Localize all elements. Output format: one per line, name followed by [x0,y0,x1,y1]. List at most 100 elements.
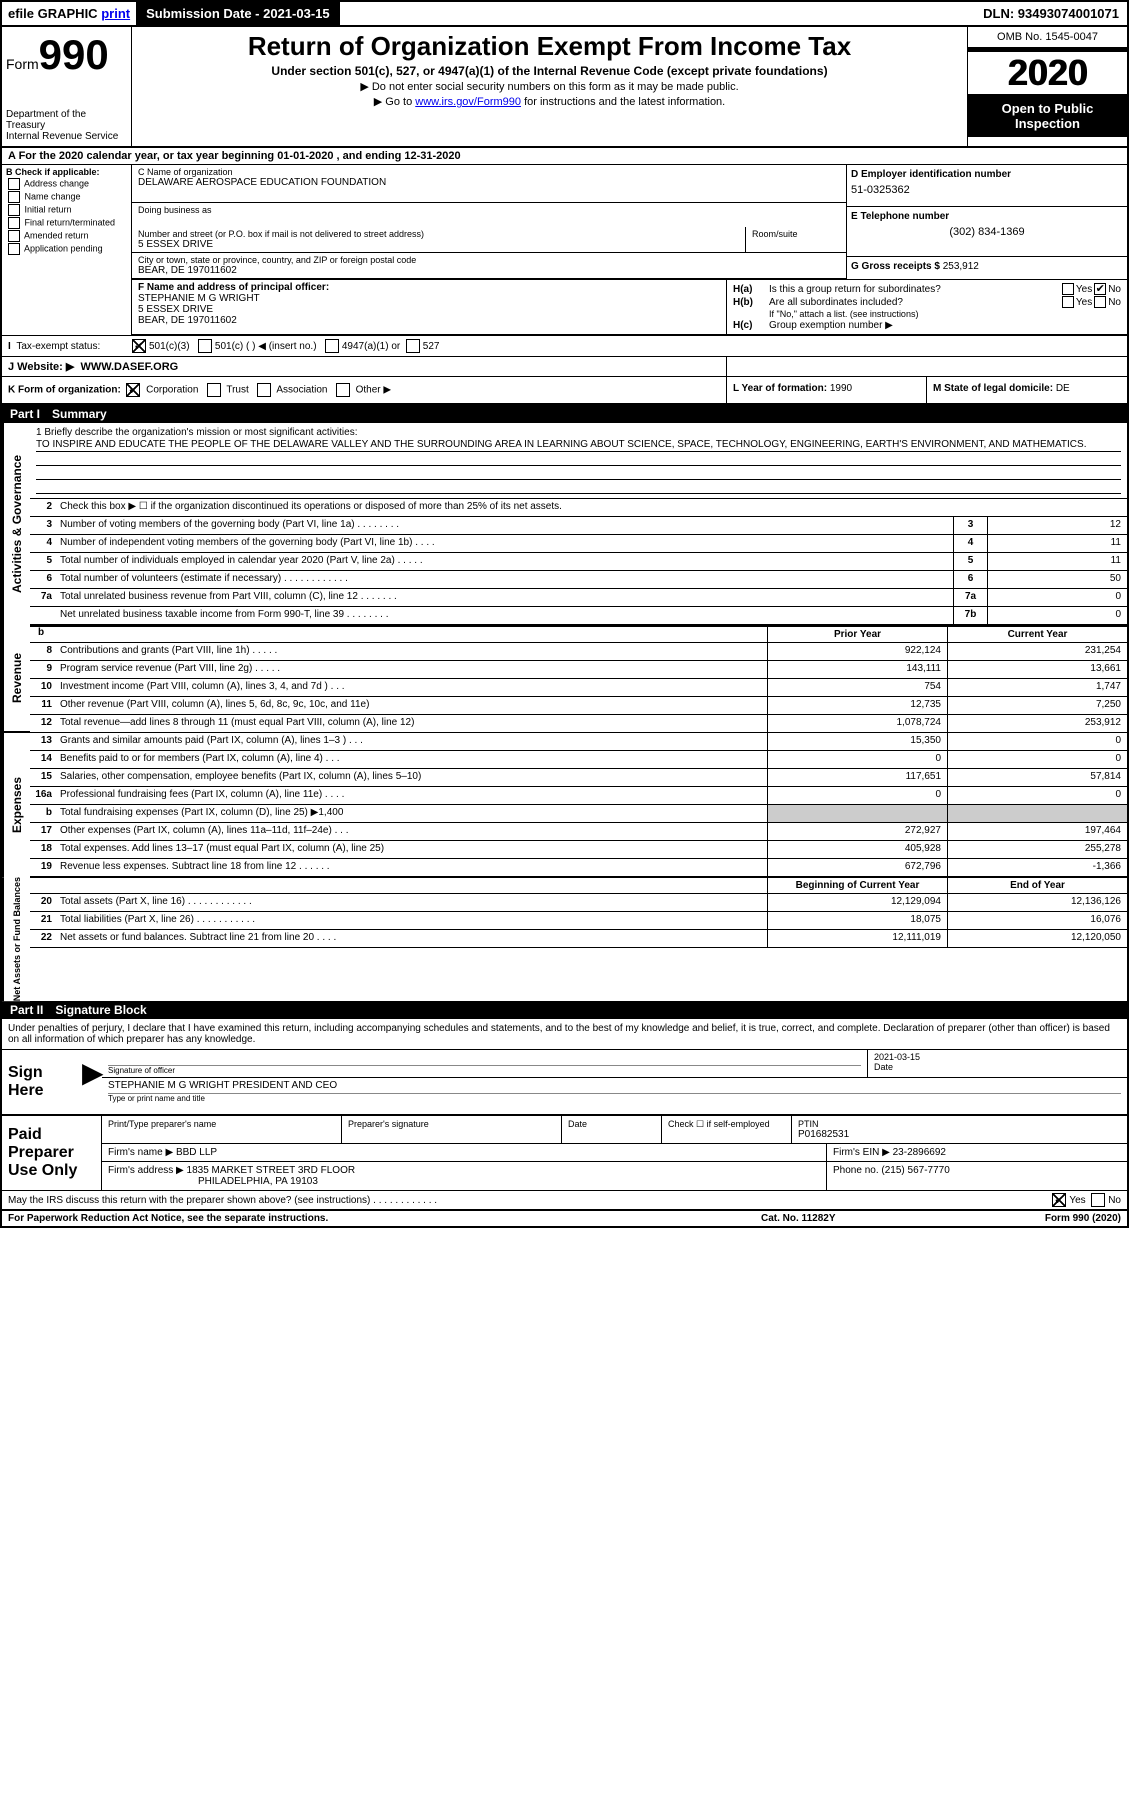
hb-yes[interactable] [1062,296,1074,308]
org-name-box: C Name of organization DELAWARE AEROSPAC… [132,165,846,203]
line-num: 7a [30,589,56,606]
cb-name-change[interactable]: Name change [6,191,127,203]
cb-initial[interactable]: Initial return [6,204,127,216]
line-text: Benefits paid to or for members (Part IX… [56,751,767,768]
line-num: 10 [30,679,56,696]
city-label: City or town, state or province, country… [138,255,840,265]
hb-question: Are all subordinates included? [769,297,1060,308]
discuss-no[interactable] [1091,1193,1105,1207]
cb-amended[interactable]: Amended return [6,230,127,242]
cb-pending[interactable]: Application pending [6,243,127,255]
gov-line: Net unrelated business taxable income fr… [30,607,1127,625]
ein-label: D Employer identification number [851,169,1123,180]
cb-4947[interactable] [325,339,339,353]
line2-text: Check this box ▶ ☐ if the organization d… [56,499,1127,516]
prior-val [767,805,947,822]
cb-corp[interactable] [126,383,140,397]
phone-value: (302) 834-1369 [851,226,1123,238]
line-val: 11 [987,535,1127,552]
ptin-value: P01682531 [798,1129,1121,1140]
officer-addr2: BEAR, DE 197011602 [138,315,237,326]
info-grid: B Check if applicable: Address change Na… [2,165,1127,336]
state-domicile: DE [1056,383,1070,394]
sig-date-label: Date [874,1062,1121,1072]
line-box: 4 [953,535,987,552]
line-text: Number of voting members of the governin… [56,517,953,534]
part1-header: Part I Summary [2,405,1127,423]
na-rows: Beginning of Current Year End of Year 20… [30,877,1127,1001]
line-val: 50 [987,571,1127,588]
cb-trust[interactable] [207,383,221,397]
line-num: 16a [30,787,56,804]
klm-row: K Form of organization: Corporation Trus… [2,377,1127,405]
prior-val: 672,796 [767,859,947,876]
line-text: Total assets (Part X, line 16) . . . . .… [56,894,767,911]
address-row: Number and street (or P.O. box if mail i… [132,227,846,253]
prior-val: 0 [767,751,947,768]
footer-left: For Paperwork Reduction Act Notice, see … [8,1213,761,1224]
line-num: 6 [30,571,56,588]
tax-status-row: I Tax-exempt status: 501(c)(3) 501(c) ( … [2,336,1127,357]
data-line: 17 Other expenses (Part IX, column (A), … [30,823,1127,841]
ha-yes[interactable] [1062,283,1074,295]
sig-date-field: 2021-03-15 Date [867,1050,1127,1077]
current-val: 0 [947,733,1127,750]
line-text: Number of independent voting members of … [56,535,953,552]
line-num: 19 [30,859,56,876]
print-link[interactable]: print [101,6,130,21]
line-text: Total revenue—add lines 8 through 11 (mu… [56,715,767,732]
cb-assoc[interactable] [257,383,271,397]
cb-final[interactable]: Final return/terminated [6,217,127,229]
line-num: 9 [30,661,56,678]
mission-text: TO INSPIRE AND EDUCATE THE PEOPLE OF THE… [36,438,1121,452]
footer-center: Cat. No. 11282Y [761,1213,961,1224]
dept-treasury: Department of the Treasury [6,109,127,131]
section-m: M State of legal domicile: DE [927,377,1127,403]
line-num: 4 [30,535,56,552]
begin-year-hdr: Beginning of Current Year [767,878,947,893]
cb-address-change[interactable]: Address change [6,178,127,190]
cb-501c[interactable] [198,339,212,353]
side-revenue: Revenue [2,625,30,733]
ein-box: D Employer identification number 51-0325… [847,165,1127,207]
sign-arrow-icon: ▶ [82,1050,102,1114]
instruction-2: ▶ Go to www.irs.gov/Form990 for instruct… [136,95,963,108]
cb-501c3[interactable] [132,339,146,353]
data-line: 10 Investment income (Part VIII, column … [30,679,1127,697]
cb-527[interactable] [406,339,420,353]
line-num: 11 [30,697,56,714]
hb-no[interactable] [1094,296,1106,308]
discuss-yes[interactable] [1052,1193,1066,1207]
line-box: 6 [953,571,987,588]
prior-val: 18,075 [767,912,947,929]
prior-val: 1,078,724 [767,715,947,732]
current-val [947,805,1127,822]
cb-other[interactable] [336,383,350,397]
ha-no[interactable] [1094,283,1106,295]
officer-name: STEPHANIE M G WRIGHT [138,293,260,304]
prior-val: 15,350 [767,733,947,750]
gross-label: G Gross receipts $ [851,261,940,272]
irs-link[interactable]: www.irs.gov/Form990 [415,96,521,108]
firm-ein-cell: Firm's EIN ▶ 23-2896692 [827,1144,1127,1161]
current-val: 12,120,050 [947,930,1127,947]
phone-label: E Telephone number [851,211,1123,222]
section-f: F Name and address of principal officer:… [132,280,727,334]
exp-rows: 13 Grants and similar amounts paid (Part… [30,733,1127,877]
gross-value: 253,912 [943,261,979,272]
firm-addr-cell: Firm's address ▶ 1835 MARKET STREET 3RD … [102,1162,827,1190]
opt-527: 527 [423,341,440,352]
phone-value2: (215) 567-7770 [881,1165,949,1176]
sig-officer-blank [108,1052,861,1066]
prior-val: 117,651 [767,769,947,786]
signature-intro: Under penalties of perjury, I declare th… [2,1019,1127,1050]
current-val: 0 [947,751,1127,768]
h-b-line: H(b) Are all subordinates included? Yes … [733,296,1121,308]
data-line: 11 Other revenue (Part VIII, column (A),… [30,697,1127,715]
firm-ein-label: Firm's EIN ▶ [833,1147,890,1158]
section-c: C Name of organization DELAWARE AEROSPAC… [132,165,847,279]
street-address: 5 ESSEX DRIVE [138,239,739,250]
line-box: 7b [953,607,987,624]
opt-initial: Initial return [25,204,72,214]
governance-grid: Activities & Governance 1 Briefly descri… [2,423,1127,625]
